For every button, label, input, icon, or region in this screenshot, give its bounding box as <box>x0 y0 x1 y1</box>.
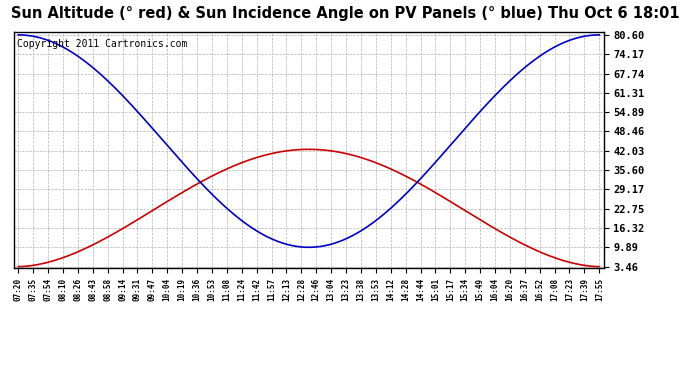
Text: Sun Altitude (° red) & Sun Incidence Angle on PV Panels (° blue) Thu Oct 6 18:01: Sun Altitude (° red) & Sun Incidence Ang… <box>10 6 680 21</box>
Text: Copyright 2011 Cartronics.com: Copyright 2011 Cartronics.com <box>17 39 187 49</box>
